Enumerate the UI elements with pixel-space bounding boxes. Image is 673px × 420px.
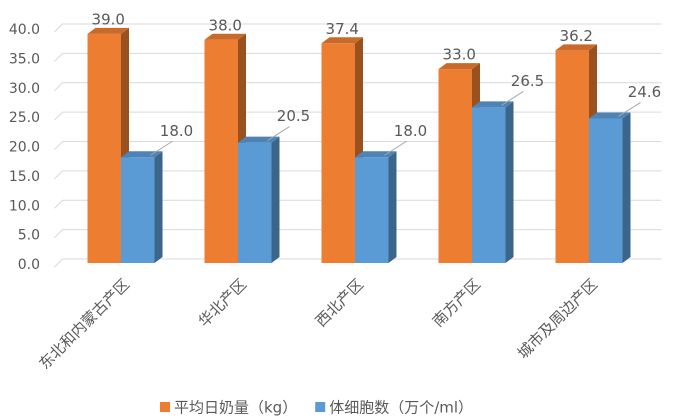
bar-face (355, 157, 389, 263)
bar-face (87, 27, 129, 34)
bar-face (238, 136, 280, 143)
bar-face (555, 50, 589, 264)
legend-label: 平均日奶量（kg） (174, 399, 297, 417)
data-label: 37.4 (326, 20, 359, 38)
bar-face (238, 142, 272, 263)
leader-line (384, 140, 407, 156)
y-tick-label: 25.0 (9, 110, 40, 126)
bar-face (438, 69, 472, 263)
bar-face (622, 112, 631, 263)
bar (321, 37, 363, 264)
bar-face (321, 37, 363, 44)
data-label: 24.6 (628, 83, 661, 101)
leader-line (267, 126, 290, 141)
grid-line (54, 52, 662, 62)
leader-line (150, 140, 173, 156)
leader-line (501, 90, 524, 106)
bar-face (87, 33, 121, 263)
bar-face (589, 112, 631, 119)
bar-face (388, 151, 397, 263)
bar-face (204, 39, 238, 263)
legend-label: 体细胞数（万个/ml） (329, 399, 473, 417)
data-label: 18.0 (160, 122, 193, 140)
legend-swatch (315, 402, 326, 412)
data-label: 36.2 (560, 27, 593, 45)
data-label: 33.0 (443, 46, 476, 64)
x-tick-label: 城市及周边产区 (514, 275, 601, 362)
y-tick-label: 40.0 (9, 22, 40, 38)
data-label: 38.0 (209, 16, 242, 34)
data-label: 39.0 (92, 10, 125, 28)
bar-face (472, 107, 506, 263)
bar-face (589, 118, 623, 263)
data-label: 18.0 (394, 122, 427, 140)
y-tick-label: 20.0 (9, 140, 40, 156)
y-tick-label: 35.0 (9, 51, 40, 67)
y-tick-label: 30.0 (9, 81, 40, 97)
bar-face (121, 151, 163, 158)
legend-swatch (160, 402, 170, 412)
bar-face (271, 136, 280, 263)
bar (355, 151, 397, 263)
y-tick-label: 10.0 (9, 198, 40, 214)
bar (87, 27, 129, 263)
bar-face (321, 43, 355, 264)
x-tick-label: 东北和内蒙古产区 (35, 275, 133, 373)
bar-face (121, 157, 155, 263)
bar-face (472, 101, 514, 108)
bar-face (505, 101, 514, 263)
x-tick-label: 南方产区 (429, 275, 484, 330)
bar-face (438, 63, 480, 70)
bar-face (555, 44, 597, 51)
leader-line (618, 102, 641, 117)
x-tick-label: 西北产区 (312, 275, 367, 330)
bar-face (355, 151, 397, 158)
grid-line (54, 23, 662, 33)
y-tick-label: 15.0 (9, 169, 40, 185)
bar-face (204, 33, 246, 40)
bar-face (154, 151, 163, 263)
data-label: 26.5 (511, 72, 544, 90)
bar (121, 151, 163, 263)
x-tick-label: 华北产区 (195, 275, 250, 330)
data-label: 20.5 (277, 107, 310, 125)
bar (238, 136, 280, 263)
y-tick-label: 5.0 (18, 228, 40, 244)
bar (589, 112, 631, 263)
y-tick-label: 0.0 (18, 257, 40, 273)
bar (472, 101, 514, 263)
